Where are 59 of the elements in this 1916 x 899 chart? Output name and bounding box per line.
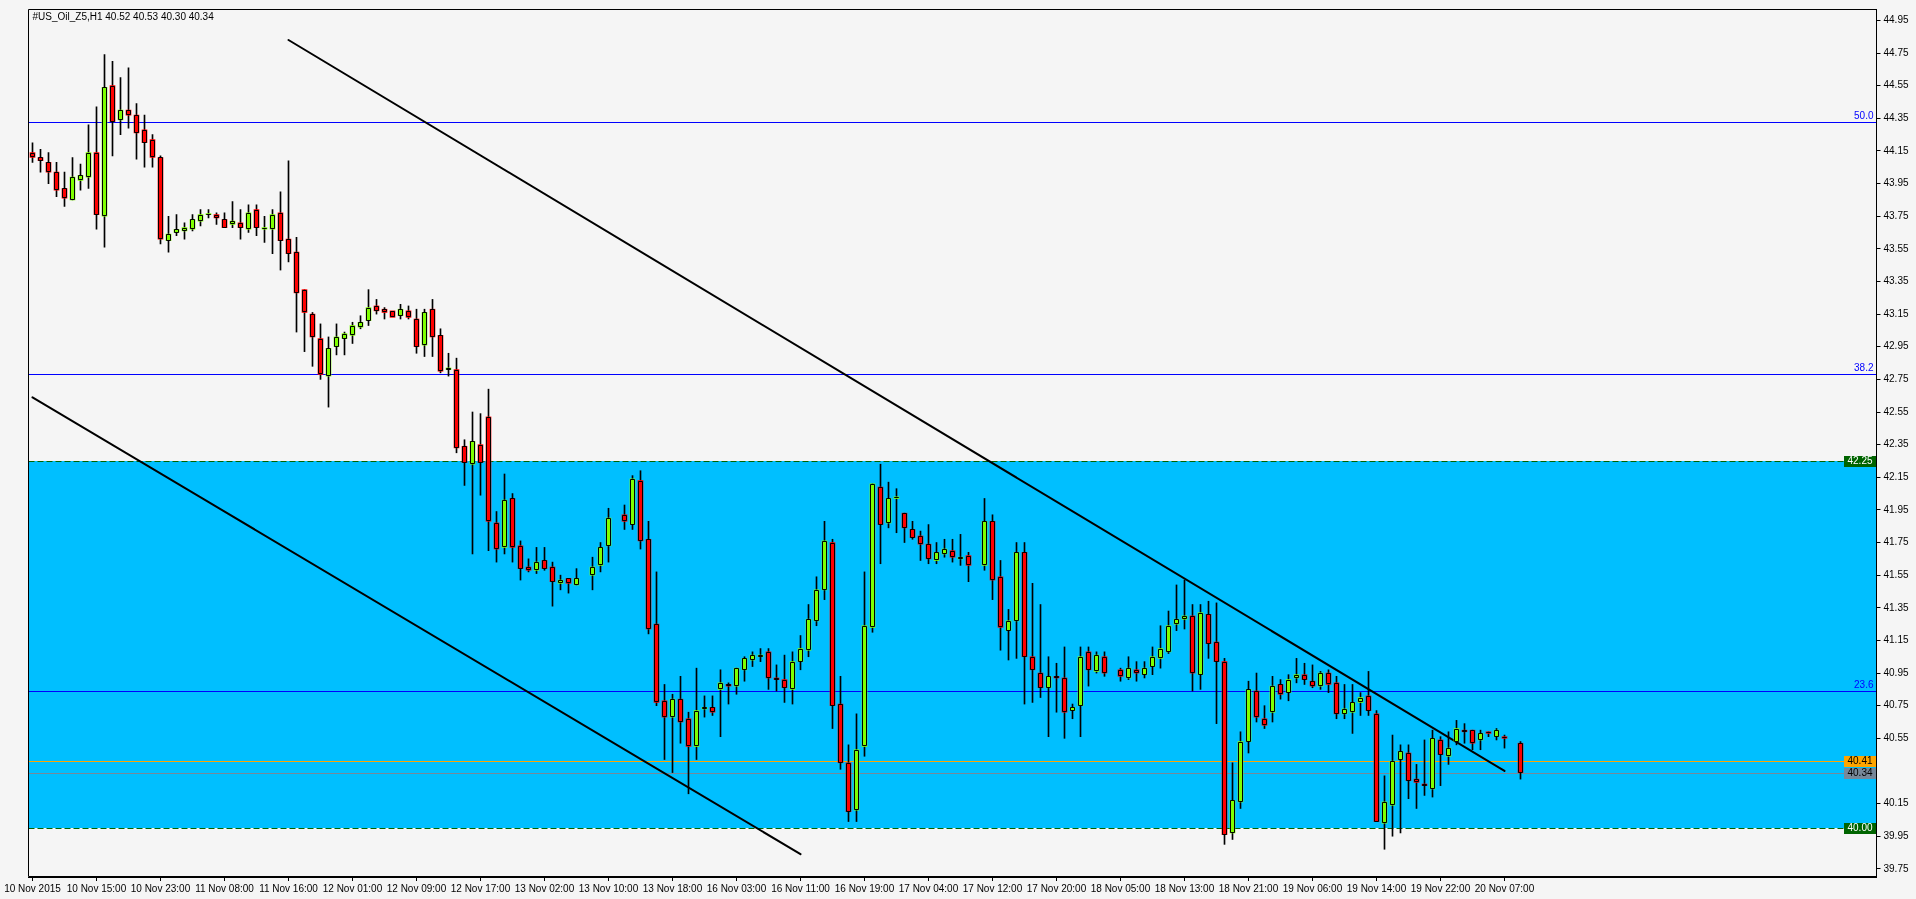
- annotation: 38.2: [1854, 361, 1874, 373]
- y-tick-label: 42.55: [1883, 405, 1909, 417]
- x-tick-label: 20 Nov 07:00: [1474, 882, 1535, 894]
- y-tick-label: 41.55: [1883, 568, 1909, 580]
- chart-title: #US_Oil_Z5,H1 40.52 40.53 40.30 40.34: [32, 11, 214, 22]
- y-tick-label: 43.95: [1883, 177, 1909, 189]
- x-tick-label: 19 Nov 06:00: [1282, 882, 1343, 894]
- y-tick-label: 44.35: [1883, 112, 1909, 124]
- y-tick-label: 41.75: [1883, 536, 1909, 548]
- y-tick-label: 39.75: [1883, 862, 1909, 874]
- y-tick-label: 42.75: [1883, 373, 1909, 385]
- x-tick-label: 13 Nov 02:00: [514, 882, 575, 894]
- annotation: 23.6: [1854, 678, 1874, 690]
- y-tick-label: 44.55: [1883, 79, 1909, 91]
- y-tick-label: 41.35: [1883, 601, 1909, 613]
- x-tick-label: 12 Nov 01:00: [322, 882, 383, 894]
- y-tick-label: 43.55: [1883, 242, 1909, 254]
- x-tick-label: 13 Nov 10:00: [578, 882, 639, 894]
- candlestick: [389, 310, 396, 318]
- y-tick-label: 44.75: [1883, 46, 1909, 58]
- x-tick-label: 16 Nov 11:00: [771, 882, 831, 894]
- x-tick-label: 18 Nov 05:00: [1090, 882, 1151, 894]
- x-tick-label: 17 Nov 04:00: [898, 882, 959, 894]
- y-tick-label: 43.75: [1883, 209, 1909, 221]
- y-tick-label: 40.95: [1883, 666, 1909, 678]
- x-tick-label: 19 Nov 22:00: [1410, 882, 1471, 894]
- x-tick-label: 11 Nov 08:00: [195, 882, 255, 894]
- y-tick-label: 40.75: [1883, 699, 1909, 711]
- x-tick-label: 17 Nov 20:00: [1026, 882, 1087, 894]
- y-tick-label: 44.95: [1883, 14, 1909, 26]
- y-tick-label: 40.55: [1883, 732, 1909, 744]
- x-tick-label: 16 Nov 19:00: [834, 882, 895, 894]
- ref-line-label: 42.25: [1847, 455, 1873, 467]
- ref-line-label: 40.34: [1847, 767, 1873, 779]
- y-tick-label: 43.35: [1883, 275, 1909, 287]
- x-tick-label: 10 Nov 23:00: [130, 882, 191, 894]
- x-tick-label: 16 Nov 03:00: [706, 882, 767, 894]
- ref-line-label: 40.00: [1847, 822, 1873, 834]
- x-tick-label: 13 Nov 18:00: [642, 882, 703, 894]
- y-tick-label: 41.95: [1883, 503, 1909, 515]
- x-tick-label: 10 Nov 15:00: [66, 882, 127, 894]
- x-tick-label: 18 Nov 21:00: [1218, 882, 1279, 894]
- y-tick-label: 40.15: [1883, 797, 1909, 809]
- x-tick-label: 18 Nov 13:00: [1154, 882, 1215, 894]
- y-tick-label: 42.95: [1883, 340, 1909, 352]
- y-tick-label: 44.15: [1883, 144, 1909, 156]
- y-tick-label: 42.15: [1883, 471, 1909, 483]
- x-tick-label: 10 Nov 2015: [4, 882, 62, 894]
- y-tick-label: 43.15: [1883, 307, 1909, 319]
- x-tick-label: 17 Nov 12:00: [962, 882, 1023, 894]
- ref-line-label: 40.41: [1847, 755, 1873, 767]
- annotation: 50.0: [1854, 109, 1874, 121]
- x-tick-label: 12 Nov 09:00: [386, 882, 447, 894]
- y-tick-label: 41.15: [1883, 634, 1909, 646]
- x-tick-label: 19 Nov 14:00: [1346, 882, 1407, 894]
- y-tick-label: 39.95: [1883, 829, 1909, 841]
- x-tick-label: 12 Nov 17:00: [450, 882, 511, 894]
- y-tick-label: 42.35: [1883, 438, 1909, 450]
- x-tick-label: 11 Nov 16:00: [259, 882, 319, 894]
